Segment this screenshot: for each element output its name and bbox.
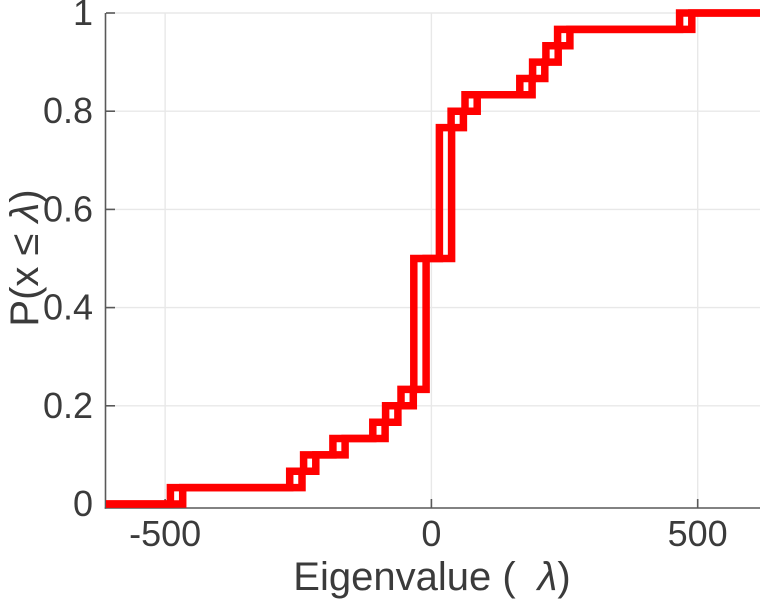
x-tick-label: 500 [668, 513, 728, 554]
y-tick-label: 0.8 [43, 90, 93, 131]
ecdf-curves [106, 9, 760, 508]
axes [104, 12, 760, 509]
y-axis-label-suffix: ) [3, 189, 47, 202]
x-axis-label: Eigenvalue ( λ) [293, 555, 570, 599]
x-axis-label-lambda: λ [536, 555, 558, 599]
y-axis-label: P(x ≤ λ) [3, 189, 47, 326]
y-tick-label: 0.6 [43, 188, 93, 229]
x-tick-label: -500 [129, 513, 201, 554]
ecdf-curve-offset [106, 9, 760, 508]
x-axis-label-text: Eigenvalue ( [293, 555, 516, 599]
y-tick-label: 0 [73, 483, 93, 524]
gridlines [106, 12, 760, 508]
y-axis-label-text: P(x ≤ [3, 222, 47, 326]
y-axis-label-lambda: λ [3, 203, 47, 225]
x-tick-label: 0 [421, 513, 441, 554]
tick-labels: 0 0.2 0.4 0.6 0.8 1 -500 0 500 [43, 0, 728, 554]
y-tick-label: 1 [73, 0, 93, 33]
y-tick-label: 0.2 [43, 385, 93, 426]
x-axis-label-suffix: ) [557, 555, 570, 599]
y-tick-label: 0.4 [43, 287, 93, 328]
